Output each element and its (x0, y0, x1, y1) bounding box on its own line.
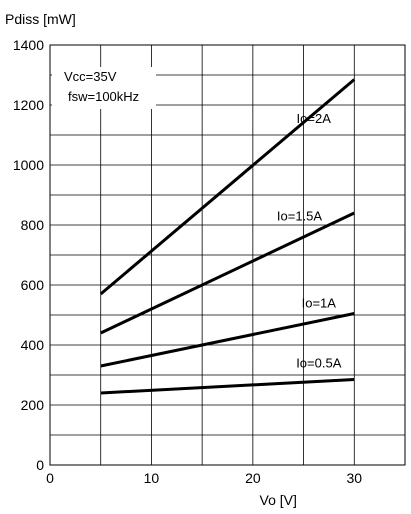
series-label-io-2a: Io=2A (297, 111, 332, 126)
series-line-io-2a (99, 78, 356, 296)
x-axis-title: Vo [V] (260, 492, 297, 508)
x-tick-label: 0 (46, 470, 54, 486)
series-lines (99, 78, 356, 395)
series-label-io-1-5a: Io=1.5A (277, 209, 323, 224)
y-tick-label: 1200 (13, 97, 44, 113)
series-line-io-1a (100, 312, 355, 368)
series-line-io-0-5a (100, 378, 355, 395)
plot-frame (49, 44, 406, 466)
y-tick-label: 200 (21, 397, 45, 413)
y-tick-label: 400 (21, 337, 45, 353)
y-tick-label: 1400 (13, 37, 44, 53)
series-labels: Io=2A Io=1.5A Io=1A Io=0.5A (277, 111, 342, 371)
axis-ticks: 0 10 20 30 0 200 400 600 800 1000 1200 1400 (13, 37, 362, 486)
series-label-io-1a: Io=1A (302, 296, 337, 311)
series-line-io-1-5a (100, 211, 355, 335)
condition-vcc: Vcc=35V (64, 69, 117, 84)
y-tick-label: 800 (21, 217, 45, 233)
x-tick-label: 30 (346, 470, 362, 486)
condition-fsw: fsw=100kHz (68, 89, 139, 104)
x-tick-label: 20 (245, 470, 261, 486)
y-axis-title: Pdiss [mW] (5, 11, 76, 27)
x-tick-label: 10 (144, 470, 160, 486)
conditions-background (52, 67, 156, 109)
series-label-io-0-5a: Io=0.5A (296, 356, 342, 371)
y-tick-label: 1000 (13, 157, 44, 173)
y-tick-label: 0 (36, 457, 44, 473)
conditions-box: Vcc=35V fsw=100kHz (52, 67, 156, 109)
y-tick-label: 600 (21, 277, 45, 293)
